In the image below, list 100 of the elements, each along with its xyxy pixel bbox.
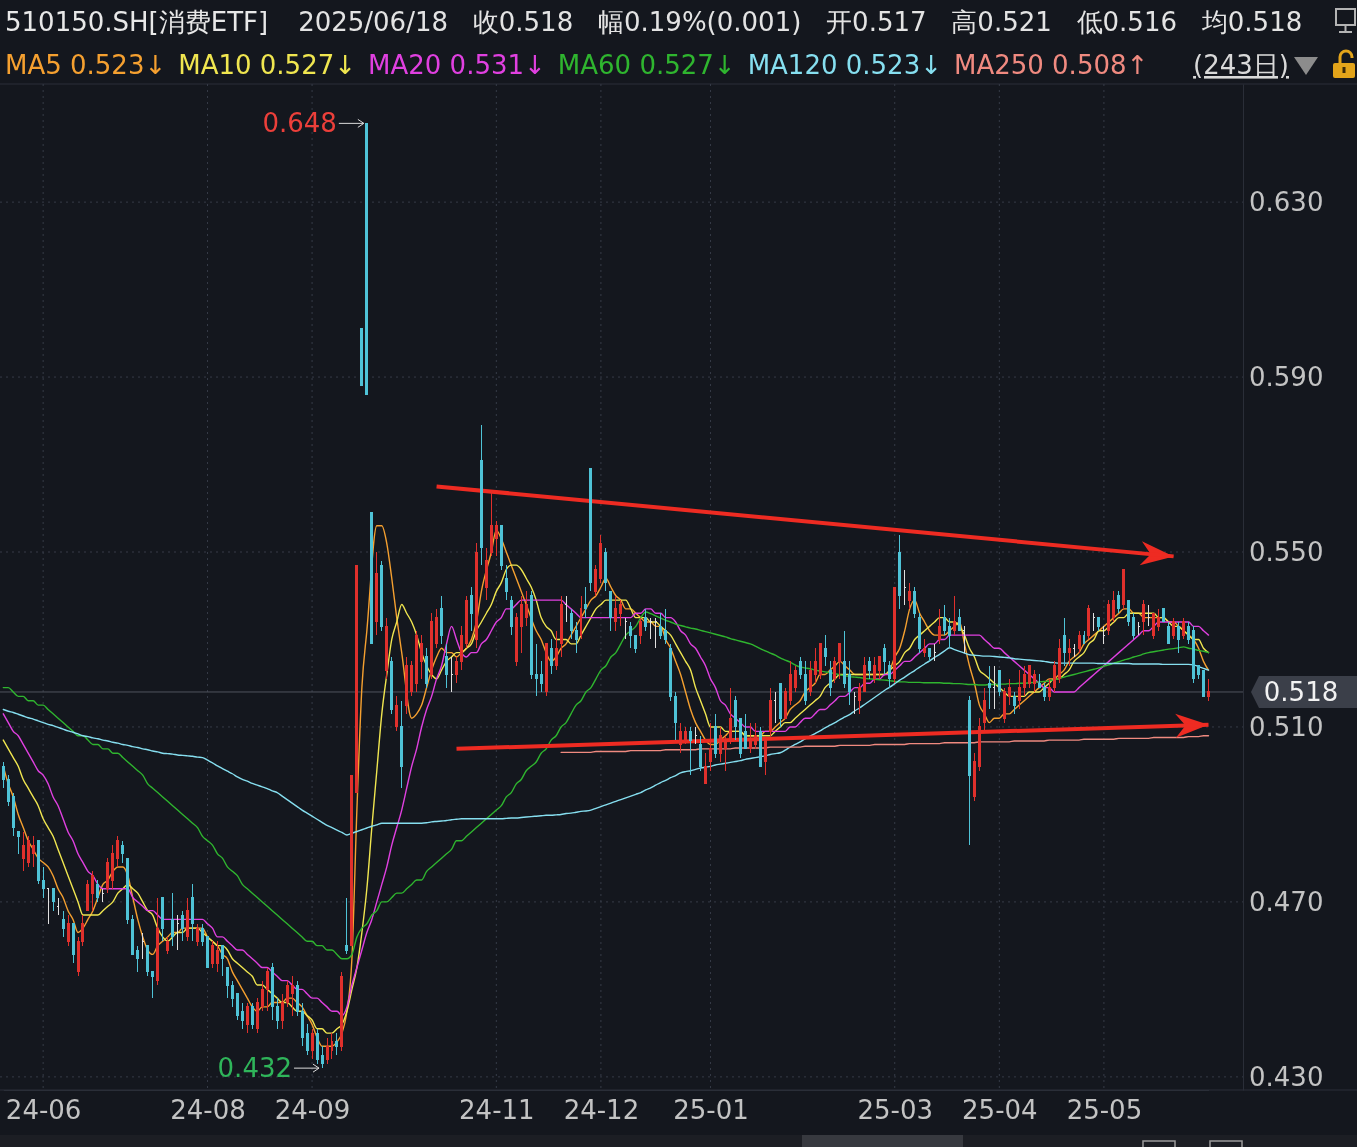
candlestick <box>345 897 349 955</box>
candlestick <box>1007 678 1011 706</box>
candlestick <box>385 617 389 680</box>
text: MA60 0.527↓ <box>557 50 736 80</box>
candlestick <box>280 993 284 1030</box>
candlestick <box>987 665 991 710</box>
candlestick <box>1142 599 1146 636</box>
candlestick <box>405 656 409 715</box>
candlestick <box>1077 630 1081 654</box>
candlestick <box>1062 617 1066 667</box>
candlestick <box>1097 617 1101 632</box>
candlestick <box>166 936 170 955</box>
candlestick <box>101 888 105 903</box>
y-tick-label: 0.510 <box>1249 711 1324 742</box>
candlestick <box>450 656 454 693</box>
candlestick <box>455 656 458 684</box>
candlestick <box>66 914 70 947</box>
candlestick <box>1002 687 1006 724</box>
candlestick <box>51 888 55 912</box>
candlestick <box>689 726 693 776</box>
x-tick-label: 24-09 <box>274 1095 351 1126</box>
candlestick <box>1132 612 1136 640</box>
candlestick <box>181 910 185 942</box>
candlestick <box>215 940 219 973</box>
x-tick-label: 24-11 <box>459 1095 535 1126</box>
candlestick <box>61 910 65 938</box>
candlestick <box>335 1032 339 1056</box>
candlestick <box>285 980 289 1008</box>
x-tick-label: 25-04 <box>962 1095 1038 1126</box>
chart-subtitle: 2025/06/18 收0.518 幅0.19%(0.001) 开0.517 高0.521 低0.516 均0.518 <box>298 7 1303 37</box>
candlestick <box>584 586 588 619</box>
candlestick <box>997 669 1001 697</box>
candlestick <box>943 604 947 636</box>
candlestick <box>524 590 528 627</box>
candlestick <box>31 835 35 868</box>
y-tick-label: 0.590 <box>1249 361 1324 392</box>
candlestick <box>908 582 912 610</box>
candlestick <box>903 569 907 605</box>
candlestick <box>156 897 160 986</box>
candlestick <box>898 534 902 610</box>
candlestick <box>494 520 498 557</box>
candlestick <box>420 634 424 680</box>
candlestick <box>469 586 473 632</box>
candlestick <box>1182 617 1186 640</box>
candlestick <box>992 665 996 710</box>
candlestick <box>953 595 957 636</box>
candlestick <box>1022 665 1026 697</box>
candlestick <box>654 617 658 649</box>
candlestick <box>196 923 200 947</box>
candlestick <box>400 700 404 789</box>
candlestick <box>225 967 229 999</box>
candlestick <box>375 551 379 636</box>
candlestick <box>649 617 653 640</box>
candlestick <box>275 997 279 1030</box>
candlestick <box>270 962 274 1021</box>
x-tick-label: 25-01 <box>673 1095 749 1126</box>
candlestick <box>235 993 239 1021</box>
candlestick <box>514 612 518 667</box>
candlestick <box>1032 669 1036 693</box>
candlestick <box>210 940 214 969</box>
candlestick <box>958 608 961 632</box>
candlestick <box>723 735 727 772</box>
candlestick <box>549 638 553 675</box>
candlestick <box>778 682 782 728</box>
candlestick <box>853 691 857 715</box>
candlestick <box>589 468 593 592</box>
candlestick <box>629 621 633 649</box>
candlestick <box>679 722 683 754</box>
candlestick <box>728 687 732 745</box>
candlestick <box>768 687 772 737</box>
annotation: 0.648 <box>262 108 337 139</box>
candlestick <box>933 643 937 662</box>
candlestick <box>624 617 628 640</box>
candlestick <box>415 630 419 693</box>
candlestick <box>220 945 224 977</box>
candlestick <box>484 547 488 601</box>
candlestick <box>440 595 444 645</box>
candlestick <box>699 735 703 772</box>
candlestick <box>559 595 563 658</box>
candlestick <box>554 630 558 671</box>
candlestick <box>773 691 777 724</box>
candlestick <box>878 656 882 680</box>
candlestick <box>1177 621 1181 654</box>
candlestick <box>230 980 234 1008</box>
x-tick-label: 25-03 <box>857 1095 934 1126</box>
candlestick <box>26 835 30 868</box>
candlestick <box>151 971 155 999</box>
candlestick <box>395 695 399 732</box>
candlestick <box>763 735 767 776</box>
text: (243日) <box>1193 50 1289 80</box>
candlestick <box>704 752 707 785</box>
x-tick-label: 24-06 <box>5 1095 82 1126</box>
x-tick-label: 25-05 <box>1066 1095 1143 1126</box>
candlestick <box>823 634 827 667</box>
candlestick <box>1037 673 1041 689</box>
candlestick <box>977 717 981 772</box>
candlestick <box>788 660 792 706</box>
candlestick <box>255 997 259 1034</box>
candlestick <box>733 695 737 741</box>
candlestick <box>1192 625 1196 684</box>
